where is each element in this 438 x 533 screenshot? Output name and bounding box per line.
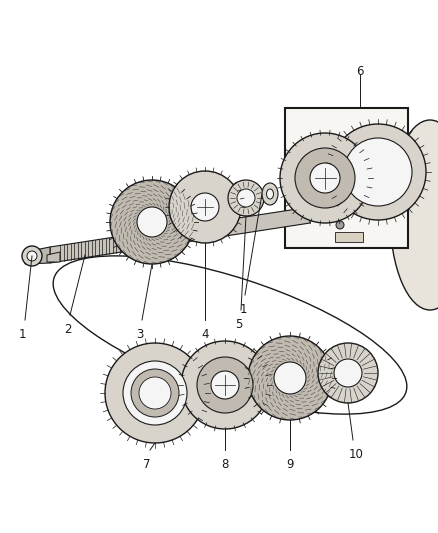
Text: 8: 8 bbox=[221, 458, 229, 471]
Circle shape bbox=[105, 343, 205, 443]
Text: 3: 3 bbox=[136, 328, 144, 341]
Circle shape bbox=[344, 138, 412, 206]
Ellipse shape bbox=[266, 189, 273, 199]
Circle shape bbox=[197, 357, 253, 413]
Circle shape bbox=[295, 148, 355, 208]
Circle shape bbox=[131, 369, 179, 417]
Text: 2: 2 bbox=[64, 323, 72, 336]
Text: 5: 5 bbox=[235, 318, 243, 331]
Bar bbox=[285, 108, 408, 248]
Circle shape bbox=[228, 180, 264, 216]
Text: 4: 4 bbox=[201, 328, 209, 341]
Text: 7: 7 bbox=[143, 458, 151, 471]
Polygon shape bbox=[25, 247, 50, 264]
Polygon shape bbox=[47, 252, 60, 262]
Circle shape bbox=[274, 362, 306, 394]
Circle shape bbox=[318, 343, 378, 403]
Circle shape bbox=[169, 171, 241, 243]
Circle shape bbox=[191, 193, 219, 221]
Circle shape bbox=[123, 361, 187, 425]
Circle shape bbox=[27, 251, 37, 261]
Text: 10: 10 bbox=[349, 448, 364, 461]
Circle shape bbox=[137, 207, 167, 237]
Text: 9: 9 bbox=[286, 458, 294, 471]
Circle shape bbox=[211, 371, 239, 399]
Text: 6: 6 bbox=[356, 65, 364, 78]
Circle shape bbox=[330, 124, 426, 220]
Polygon shape bbox=[50, 207, 310, 263]
Circle shape bbox=[237, 189, 255, 207]
Circle shape bbox=[280, 133, 370, 223]
Circle shape bbox=[310, 163, 340, 193]
Text: 1: 1 bbox=[18, 328, 26, 341]
Circle shape bbox=[248, 336, 332, 420]
Circle shape bbox=[139, 377, 171, 409]
Circle shape bbox=[22, 246, 42, 266]
Circle shape bbox=[181, 341, 269, 429]
Bar bbox=[335, 232, 363, 242]
Circle shape bbox=[110, 180, 194, 264]
Ellipse shape bbox=[390, 120, 438, 310]
Text: 1: 1 bbox=[239, 303, 247, 316]
Circle shape bbox=[336, 221, 344, 229]
Circle shape bbox=[334, 359, 362, 387]
Ellipse shape bbox=[262, 183, 278, 205]
